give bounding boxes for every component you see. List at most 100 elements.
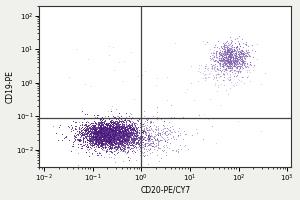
Point [123, 122, 128, 126]
Point [110, 132, 115, 135]
Point [124, 143, 129, 146]
Point [152, 128, 157, 131]
Point [102, 141, 107, 145]
Point [98, 127, 103, 131]
Point [121, 133, 126, 136]
Point [91, 130, 95, 133]
Point [226, 50, 231, 54]
Point [124, 122, 129, 126]
Point [150, 135, 155, 139]
Point [86, 138, 91, 141]
Point [140, 141, 145, 144]
Point [114, 133, 119, 136]
Point [121, 138, 126, 142]
Point [213, 44, 218, 47]
Point [113, 133, 118, 136]
Point [115, 123, 119, 126]
Point [154, 125, 159, 128]
Point [100, 120, 105, 123]
Point [120, 136, 125, 139]
Point [137, 143, 142, 147]
Point [86, 129, 91, 132]
Point [109, 141, 113, 144]
Point [131, 131, 136, 134]
Point [250, 66, 255, 69]
Point [129, 146, 134, 149]
Point [212, 66, 216, 69]
Point [118, 135, 122, 138]
Point [131, 138, 136, 141]
Point [100, 127, 104, 130]
Point [103, 135, 107, 138]
Point [130, 147, 135, 150]
Point [218, 61, 223, 64]
Point [118, 129, 123, 133]
Point [128, 139, 133, 142]
Point [100, 131, 104, 134]
Point [99, 130, 103, 134]
Point [117, 125, 122, 128]
Point [96, 138, 101, 141]
Point [217, 75, 222, 78]
Point [119, 131, 124, 134]
Point [127, 141, 131, 144]
Point [79, 144, 83, 147]
Point [218, 53, 223, 57]
Point [113, 130, 118, 134]
Point [133, 151, 137, 154]
Point [108, 129, 113, 132]
Point [118, 132, 123, 136]
Point [110, 130, 115, 133]
Point [93, 135, 98, 138]
Point [232, 51, 237, 55]
Point [115, 137, 120, 140]
Point [95, 125, 100, 128]
Point [115, 132, 119, 135]
Point [117, 138, 122, 141]
Point [232, 69, 237, 72]
Point [113, 128, 118, 131]
Point [228, 43, 233, 46]
Point [106, 122, 111, 125]
Point [132, 136, 137, 140]
Point [121, 137, 126, 140]
Point [115, 145, 120, 148]
Point [223, 57, 228, 60]
Point [97, 130, 102, 133]
Point [238, 57, 242, 60]
Point [228, 55, 233, 59]
Point [101, 124, 106, 127]
Point [124, 131, 128, 134]
Point [96, 146, 100, 149]
Point [134, 138, 138, 141]
Point [107, 121, 112, 125]
Point [108, 126, 112, 129]
Point [228, 60, 232, 63]
Point [106, 117, 111, 121]
Point [116, 136, 121, 139]
Point [117, 138, 122, 141]
Point [105, 148, 110, 151]
Point [119, 140, 124, 143]
Point [100, 130, 105, 134]
Point [101, 124, 106, 127]
Point [130, 126, 135, 129]
Point [131, 136, 136, 140]
Point [85, 131, 90, 134]
Point [218, 56, 222, 60]
Point [92, 120, 97, 123]
Point [66, 125, 70, 128]
Point [118, 124, 123, 128]
Point [148, 139, 152, 142]
Point [98, 135, 103, 139]
Point [98, 134, 103, 137]
Point [117, 130, 122, 133]
Point [104, 125, 109, 129]
Point [214, 72, 219, 75]
Point [133, 142, 137, 145]
Point [100, 132, 105, 135]
Point [100, 136, 105, 139]
Point [83, 128, 88, 132]
Point [116, 128, 121, 132]
Point [76, 151, 80, 154]
